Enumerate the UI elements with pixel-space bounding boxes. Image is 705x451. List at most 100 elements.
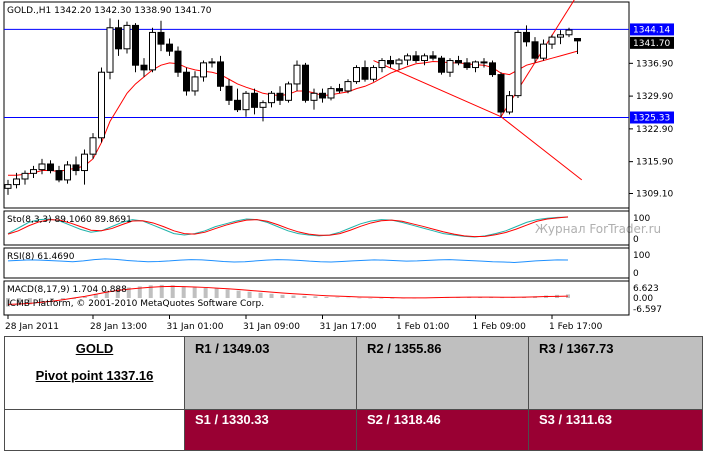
candle-body-45 <box>387 60 394 65</box>
candle-0 <box>4 179 12 195</box>
time-tick-label-0: 28 Jan 2011 <box>5 322 59 332</box>
stochastic-tick-low: 0 <box>633 235 639 245</box>
candle-38 <box>327 86 335 101</box>
price-tick-label-0: 1336.90 <box>636 59 673 69</box>
macd-bar-15 <box>170 285 175 299</box>
chart-background <box>0 0 705 336</box>
price-chart: 1336.90 1329.90 1322.90 1315.90 1309.10 1344… <box>0 0 705 336</box>
pivot-symbol-cell: GOLD Pivot point 1337.16 <box>4 336 185 410</box>
rsi-label: RSI(8) 61.4690 <box>7 252 75 262</box>
candle-60 <box>514 30 522 98</box>
macd-bar-3 <box>38 298 43 304</box>
time-tick-label-7: 1 Feb 17:00 <box>549 322 603 332</box>
candle-13 <box>115 19 122 56</box>
candle-30 <box>259 100 267 122</box>
macd-bar-7 <box>82 296 87 299</box>
candle-body-64 <box>548 36 556 45</box>
candle-12 <box>106 18 114 80</box>
candle-31 <box>268 90 275 108</box>
macd-bar-18 <box>203 287 208 299</box>
candle-46 <box>395 58 403 70</box>
price-axis-ticks: 1336.90 1329.90 1322.90 1315.90 1309.10 <box>629 59 673 199</box>
macd-bar-32 <box>357 297 362 299</box>
macd-tick-low: -6.597 <box>633 305 662 315</box>
pivot-table: GOLD Pivot point 1337.16 R1 / 1349.03 R2… <box>4 336 703 451</box>
rsi-tick-high: 100 <box>633 251 650 261</box>
stochastic-lines <box>7 216 569 238</box>
candle-44 <box>378 58 386 73</box>
candle-17 <box>149 27 156 73</box>
candle-5 <box>47 160 54 174</box>
candle-32 <box>276 86 284 105</box>
candle-body-52 <box>446 60 454 73</box>
candle-body-21 <box>183 71 190 92</box>
candle-body-8 <box>72 164 80 172</box>
macd-bar-30 <box>335 297 340 299</box>
candle-2 <box>21 170 29 185</box>
candle-66 <box>565 27 573 38</box>
candle-11 <box>98 67 105 143</box>
candle-body-39 <box>336 88 343 92</box>
resistance-3: R3 / 1367.73 <box>528 336 703 410</box>
candle-56 <box>480 58 488 68</box>
candle-26 <box>225 79 233 105</box>
macd-bar-26 <box>291 295 296 299</box>
candle-body-34 <box>293 64 301 85</box>
macd-bar-27 <box>302 295 307 299</box>
candle-21 <box>183 67 190 96</box>
candle-body-47 <box>404 55 411 61</box>
candle-9 <box>81 149 88 185</box>
macd-bar-35 <box>390 298 395 299</box>
macd-bar-9 <box>104 290 109 299</box>
macd-bar-33 <box>368 298 373 299</box>
candle-59 <box>506 90 513 115</box>
trendline-1 <box>500 116 583 181</box>
candle-body-61 <box>523 31 530 43</box>
candle-body-23 <box>200 62 207 78</box>
candle-41 <box>353 65 360 84</box>
candle-body-60 <box>514 31 522 97</box>
macd-bar-21 <box>236 290 241 299</box>
candle-18 <box>157 20 165 52</box>
candle-body-51 <box>438 57 445 73</box>
candle-body-44 <box>378 60 386 69</box>
rsi-tick-low: 0 <box>633 269 639 279</box>
candle-47 <box>404 53 411 66</box>
candle-23 <box>200 60 207 82</box>
candle-body-0 <box>4 184 12 189</box>
stochastic-tick-high: 100 <box>633 214 650 224</box>
candle-body-66 <box>565 29 573 36</box>
rsi-panel-frame <box>3 247 630 279</box>
candle-body-49 <box>421 55 428 62</box>
candle-body-57 <box>489 62 496 76</box>
candle-body-63 <box>540 43 547 59</box>
candle-10 <box>89 133 97 159</box>
candle-36 <box>310 88 318 110</box>
candle-61 <box>523 25 530 47</box>
candle-64 <box>548 34 556 49</box>
macd-bar-0 <box>6 298 10 307</box>
candle-body-41 <box>353 67 360 83</box>
candle-14 <box>123 21 131 54</box>
candle-body-15 <box>132 24 139 66</box>
candle-body-25 <box>217 61 224 87</box>
candle-body-5 <box>47 163 54 172</box>
candle-body-43 <box>370 67 377 80</box>
candle-48 <box>412 51 420 63</box>
candle-62 <box>531 37 539 63</box>
candle-1 <box>13 172 20 189</box>
candle-body-12 <box>106 27 114 73</box>
candle-22 <box>191 71 199 96</box>
level-label-0: 1344.14 <box>633 25 670 35</box>
macd-bar-13 <box>148 285 153 299</box>
candle-body-58 <box>497 74 505 113</box>
price-tick-label-3: 1315.90 <box>636 158 673 168</box>
watermark: Журнал ForTrader.ru <box>535 222 661 236</box>
candle-body-18 <box>157 31 165 45</box>
candle-body-16 <box>140 64 148 71</box>
candle-7 <box>64 161 71 184</box>
candle-body-29 <box>251 92 258 108</box>
macd-bar-45 <box>500 297 505 299</box>
macd-bar-23 <box>258 292 263 299</box>
